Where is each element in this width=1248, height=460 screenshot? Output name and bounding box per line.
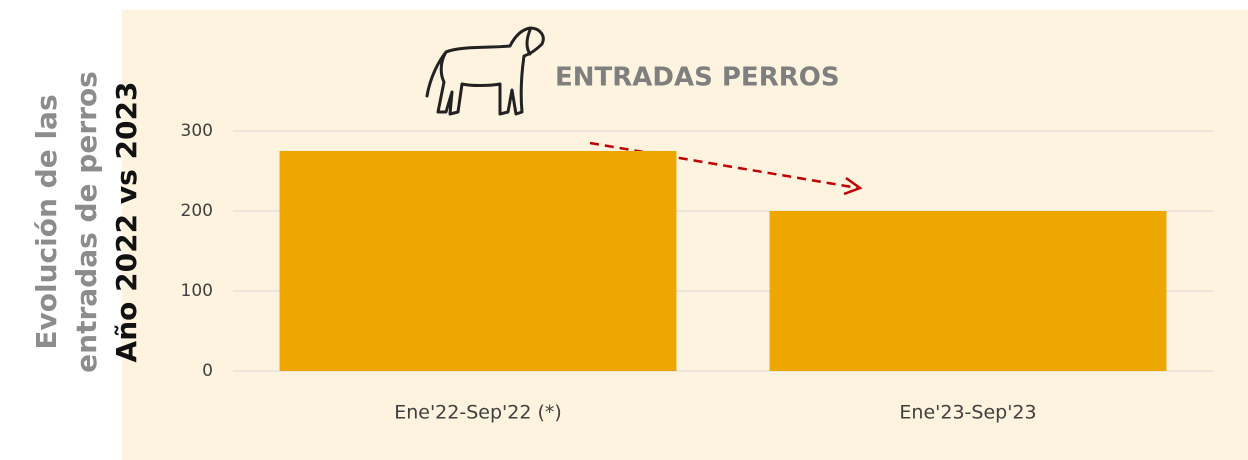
side-label-1: Evolución de las xyxy=(30,94,63,349)
x-tick-label: Ene'22-Sep'22 (*) xyxy=(394,402,562,424)
y-tick-label: 200 xyxy=(181,201,213,221)
chart-title: ENTRADAS PERROS xyxy=(555,63,840,93)
bar xyxy=(279,151,677,371)
side-label: Evolución de las xyxy=(30,94,63,349)
side-label-3: Año 2022 vs 2023 xyxy=(110,82,143,363)
dog-icon xyxy=(425,26,545,116)
side-label: entradas de perros xyxy=(70,71,103,373)
y-tick-label: 0 xyxy=(202,361,213,381)
side-label-2: entradas de perros xyxy=(70,71,103,373)
trend-arrow xyxy=(589,141,863,196)
y-tick-label: 300 xyxy=(181,121,213,141)
bar xyxy=(769,211,1167,371)
side-label-emphasis: Año 2022 vs 2023 xyxy=(110,82,143,363)
x-tick-label: Ene'23-Sep'23 xyxy=(899,402,1036,424)
y-tick-label: 100 xyxy=(181,281,213,301)
